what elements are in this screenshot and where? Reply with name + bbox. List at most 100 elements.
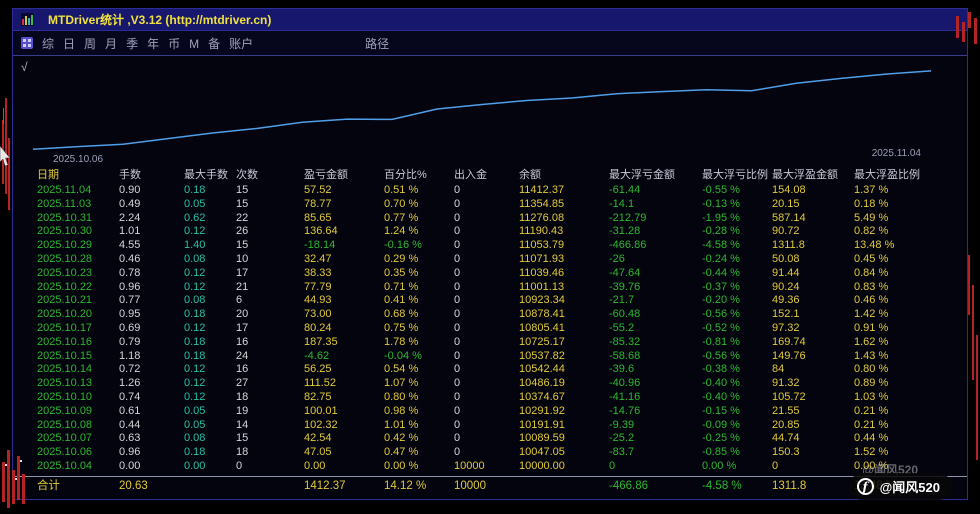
table-cell: 100.01 xyxy=(304,404,338,417)
table-cell: 77.79 xyxy=(304,280,332,293)
table-cell: 0.78 xyxy=(119,266,141,279)
table-cell: -0.13 % xyxy=(702,197,740,210)
stats-table: 日期 手数 最大手数 次数 盈亏金额 百分比% 出入金 余额 最大浮亏金额 最大浮亏比例 最大浮盈金… xyxy=(13,167,967,494)
toolbar-path-button[interactable]: 路径 xyxy=(365,36,390,51)
table-cell: 0.18 xyxy=(184,446,206,459)
table-cell: -55.2 xyxy=(609,321,635,334)
table-cell: 154.08 xyxy=(772,184,806,196)
toolbar-item-10[interactable]: 账户 xyxy=(229,36,254,51)
table-row[interactable]: 2025.10.04 0.00 0.00 0 0.00 0.00 % 10000 10000.… xyxy=(13,460,967,474)
table-cell: 2025.10.28 xyxy=(37,252,93,265)
table-cell: 1.43 % xyxy=(854,349,889,362)
toolbar-item-8[interactable]: M xyxy=(189,36,200,51)
table-row[interactable]: 2025.10.21 0.77 0.08 6 44.93 0.41 % 0 10923.34 -… xyxy=(13,294,967,308)
table-cell: 0.35 % xyxy=(384,266,419,279)
table-cell: 38.33 xyxy=(304,266,332,279)
table-cell: -0.56 % xyxy=(702,349,740,362)
table-cell: 97.32 xyxy=(772,321,800,334)
table-cell: 0 xyxy=(609,459,616,472)
table-row[interactable]: 2025.10.30 1.01 0.12 26 136.64 1.24 % 0 11190.4… xyxy=(13,225,967,239)
table-row[interactable]: 2025.10.09 0.61 0.05 19 100.01 0.98 % 0 10291.9… xyxy=(13,405,967,419)
column-header-11: 最大浮盈金额 xyxy=(772,169,838,181)
column-header-9: 最大浮亏金额 xyxy=(609,169,675,181)
total-cell: 1311.8 xyxy=(772,479,807,492)
table-cell: 0.08 xyxy=(184,432,206,445)
title-bar[interactable]: MTDriver统计 ,V3.12 (http://mtdriver.cn) xyxy=(13,9,967,31)
table-row[interactable]: 2025.10.31 2.24 0.62 22 85.65 0.77 % 0 11276.08… xyxy=(13,212,967,226)
table-cell: 0.12 xyxy=(184,390,206,403)
table-row[interactable]: 2025.11.04 0.90 0.18 15 57.52 0.51 % 0 11412.37… xyxy=(13,184,967,198)
table-cell: 1.24 % xyxy=(384,225,419,238)
table-cell: 17 xyxy=(236,266,249,279)
table-cell: 0.77 % xyxy=(384,211,419,224)
table-cell: 0.08 xyxy=(184,294,206,307)
table-row[interactable]: 2025.10.08 0.44 0.05 14 102.32 1.01 % 0 10191.9… xyxy=(13,419,967,433)
table-cell: -0.56 % xyxy=(702,308,740,321)
table-cell: 0.98 % xyxy=(384,404,419,417)
table-cell: 0.95 xyxy=(119,308,141,321)
table-cell: -0.44 % xyxy=(702,266,740,279)
table-cell: 0.05 xyxy=(184,197,206,210)
table-cell: -47.64 xyxy=(609,266,641,279)
table-row[interactable]: 2025.10.07 0.63 0.08 15 42.54 0.42 % 0 10089.59… xyxy=(13,432,967,446)
toolbar-item-2[interactable]: 日 xyxy=(63,36,76,51)
table-cell: -31.28 xyxy=(609,225,641,238)
table-row[interactable]: 2025.10.15 1.18 0.18 24 -4.62 -0.04 % 0 10537.8… xyxy=(13,350,967,364)
table-row[interactable]: 2025.10.16 0.79 0.18 16 187.35 1.78 % 0 10725.1… xyxy=(13,336,967,350)
toolbar-item-7[interactable]: 币 xyxy=(168,36,181,51)
table-cell: 0.82 % xyxy=(854,225,889,238)
table-cell: -21.7 xyxy=(609,294,635,307)
table-cell: 0.47 % xyxy=(384,446,419,459)
table-cell: 15 xyxy=(236,184,249,196)
watermark-handle: @闻风520 xyxy=(879,480,940,495)
f-logo-icon: f xyxy=(856,478,874,495)
table-cell: 0 xyxy=(454,363,461,376)
table-row[interactable]: 2025.10.17 0.69 0.12 17 80.24 0.75 % 0 10805.41… xyxy=(13,322,967,336)
table-cell: 6 xyxy=(236,294,243,307)
table-cell: 0.08 xyxy=(184,252,206,265)
column-header-12: 最大浮盈比例 xyxy=(854,169,920,181)
table-row[interactable]: 2025.10.20 0.95 0.18 20 73.00 0.68 % 0 10878.41… xyxy=(13,308,967,322)
toolbar-item-group: 综日周月季年币 M 备账户 xyxy=(41,35,261,52)
total-cell xyxy=(519,477,609,495)
table-cell: 187.35 xyxy=(304,335,338,348)
table-cell: 2.24 xyxy=(119,211,141,224)
table-cell: 0 xyxy=(454,446,461,459)
table-cell: -83.7 xyxy=(609,446,635,459)
table-cell: 13.48 % xyxy=(854,239,895,252)
table-cell: 169.74 xyxy=(772,335,806,348)
table-cell: 0.83 % xyxy=(854,280,889,293)
toolbar-item-1[interactable]: 综 xyxy=(42,36,55,51)
table-row[interactable]: 2025.10.10 0.74 0.12 18 82.75 0.80 % 0 10374.67… xyxy=(13,391,967,405)
table-cell: 0 xyxy=(454,321,461,334)
equity-curve-svg xyxy=(32,70,932,150)
table-row[interactable]: 2025.10.14 0.72 0.12 16 56.25 0.54 % 0 10542.44… xyxy=(13,363,967,377)
toolbar-grid-icon[interactable] xyxy=(21,37,33,49)
table-row[interactable]: 2025.10.22 0.96 0.12 21 77.79 0.71 % 0 11001.13… xyxy=(13,281,967,295)
chart-checkbox[interactable]: √ xyxy=(21,60,28,74)
table-cell: 0.21 % xyxy=(854,418,889,431)
table-row[interactable]: 2025.10.13 1.26 0.12 27 111.52 1.07 % 0 10486.1… xyxy=(13,377,967,391)
toolbar-item-5[interactable]: 季 xyxy=(126,36,139,51)
table-row[interactable]: 2025.10.06 0.96 0.18 18 47.05 0.47 % 0 10047.05… xyxy=(13,446,967,460)
table-row[interactable]: 2025.10.28 0.46 0.08 10 32.47 0.29 % 0 11071.93… xyxy=(13,253,967,267)
table-cell: -85.32 xyxy=(609,335,641,348)
table-cell: 0.00 xyxy=(304,459,326,472)
table-cell: -4.62 xyxy=(304,349,330,362)
table-cell: 0.12 xyxy=(184,377,206,390)
table-cell: 11001.13 xyxy=(519,280,565,293)
toolbar-item-3[interactable]: 周 xyxy=(84,36,97,51)
table-row[interactable]: 2025.10.29 4.55 1.40 15 -18.14 -0.16 % 0 11053.… xyxy=(13,239,967,253)
table-cell: 2025.10.14 xyxy=(37,363,93,376)
table-cell: 0.54 % xyxy=(384,363,419,376)
table-cell: 11071.93 xyxy=(519,252,565,265)
column-header-10: 最大浮亏比例 xyxy=(702,169,768,181)
toolbar-item-9[interactable]: 备 xyxy=(208,36,221,51)
table-row[interactable]: 2025.11.03 0.49 0.05 15 78.77 0.70 % 0 11354.85… xyxy=(13,198,967,212)
table-cell: 57.52 xyxy=(304,184,332,196)
toolbar-item-6[interactable]: 年 xyxy=(147,36,160,51)
table-cell: 10542.44 xyxy=(519,363,565,376)
table-row[interactable]: 2025.10.23 0.78 0.12 17 38.33 0.35 % 0 11039.46… xyxy=(13,267,967,281)
table-total-row: 合计 20.63 1412.37 14.12 % 10000 -466.86 -4.58 %… xyxy=(13,475,967,495)
toolbar-item-4[interactable]: 月 xyxy=(105,36,118,51)
